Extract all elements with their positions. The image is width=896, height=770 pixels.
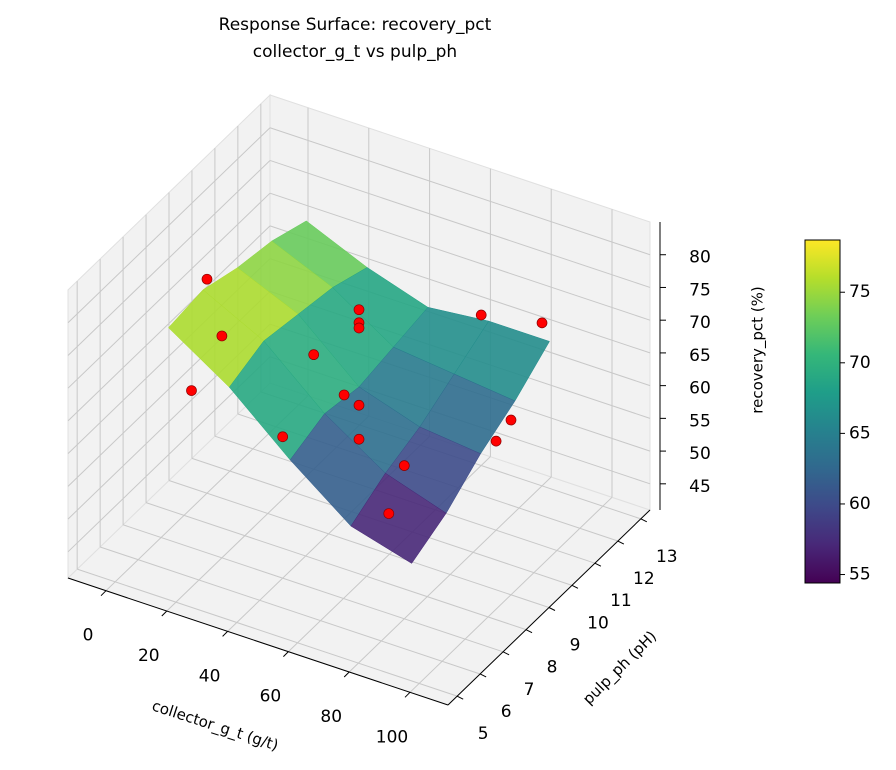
y-tick	[571, 584, 579, 589]
data-point	[216, 330, 228, 342]
colorbar-tick-label: 60	[849, 494, 871, 514]
x-tick	[222, 630, 228, 637]
z-axis-title: recovery_pct (%)	[749, 286, 768, 414]
grid-line	[67, 225, 271, 422]
grid-line	[77, 568, 458, 697]
grid-line	[67, 127, 271, 324]
y-tick-label: 7	[524, 680, 535, 700]
z-tick-label: 80	[689, 248, 711, 268]
data-point	[505, 414, 517, 426]
z-tick-label: 75	[689, 280, 711, 300]
y-tick	[548, 607, 556, 611]
x-tick	[283, 651, 289, 658]
x-tick-label: 100	[376, 727, 408, 747]
data-point	[353, 304, 365, 316]
data-point	[277, 431, 289, 443]
data-point	[186, 385, 197, 396]
x-tick	[404, 691, 411, 698]
x-tick	[161, 610, 168, 617]
y-axis-title: pulp_ph (pH)	[579, 627, 661, 709]
chart-title: Response Surface: recovery_pct	[219, 15, 492, 35]
z-tick-label: 50	[689, 444, 711, 464]
colorbar	[804, 239, 841, 584]
grid-line	[269, 127, 651, 256]
data-point	[353, 399, 365, 411]
grid-line	[269, 192, 651, 321]
x-tick-label: 20	[138, 646, 160, 666]
data-point	[308, 349, 320, 361]
surface-patch	[350, 472, 447, 564]
z-tick-label: 60	[689, 379, 711, 399]
colorbar-tick-label: 75	[849, 282, 871, 302]
data-point	[353, 322, 365, 334]
y-tick	[502, 651, 510, 656]
y-tick-label: 5	[478, 724, 489, 744]
z-tick-label: 55	[689, 411, 711, 431]
data-point	[536, 317, 548, 329]
x-axis-line	[67, 577, 449, 706]
grid-line	[168, 480, 550, 608]
y-tick-label: 10	[587, 613, 609, 633]
x-tick-label: 40	[199, 666, 221, 686]
z-tick-label: 45	[689, 477, 711, 497]
data-point	[398, 460, 410, 471]
data-point	[201, 273, 213, 285]
colorbar-tick-label: 65	[849, 423, 871, 443]
chart-subtitle: collector_g_t vs pulp_ph	[253, 42, 457, 62]
y-tick	[594, 562, 602, 567]
y-tick-label: 9	[570, 636, 581, 656]
data-point	[353, 433, 365, 445]
z-tick-label: 65	[689, 346, 711, 366]
colorbar-tick-label: 70	[849, 353, 871, 373]
y-tick	[617, 540, 625, 545]
y-tick-label: 6	[501, 702, 512, 722]
data-point	[383, 508, 395, 519]
x-tick-label: 0	[83, 626, 94, 646]
grid-line	[67, 192, 271, 389]
colorbar-tick-label: 55	[849, 565, 871, 585]
y-tick	[479, 673, 487, 678]
x-tick	[343, 671, 350, 678]
x-tick-label: 80	[320, 707, 342, 727]
grid-line	[122, 524, 504, 653]
y-tick-label: 13	[656, 547, 678, 567]
y-tick	[525, 629, 533, 634]
y-tick-label: 8	[547, 658, 558, 678]
grid-line	[269, 159, 651, 288]
z-tick-label: 70	[689, 313, 711, 333]
data-point	[338, 389, 350, 401]
grid-line	[99, 546, 481, 675]
grid-line	[145, 502, 527, 631]
y-tick-label: 12	[633, 569, 655, 589]
y-tick	[640, 518, 648, 523]
y-tick-label: 11	[610, 591, 632, 611]
grid-line	[67, 160, 271, 356]
x-tick-label: 60	[260, 687, 282, 707]
data-point	[475, 309, 487, 321]
data-point	[490, 435, 502, 447]
x-tick	[100, 590, 107, 597]
y-tick	[456, 695, 464, 700]
